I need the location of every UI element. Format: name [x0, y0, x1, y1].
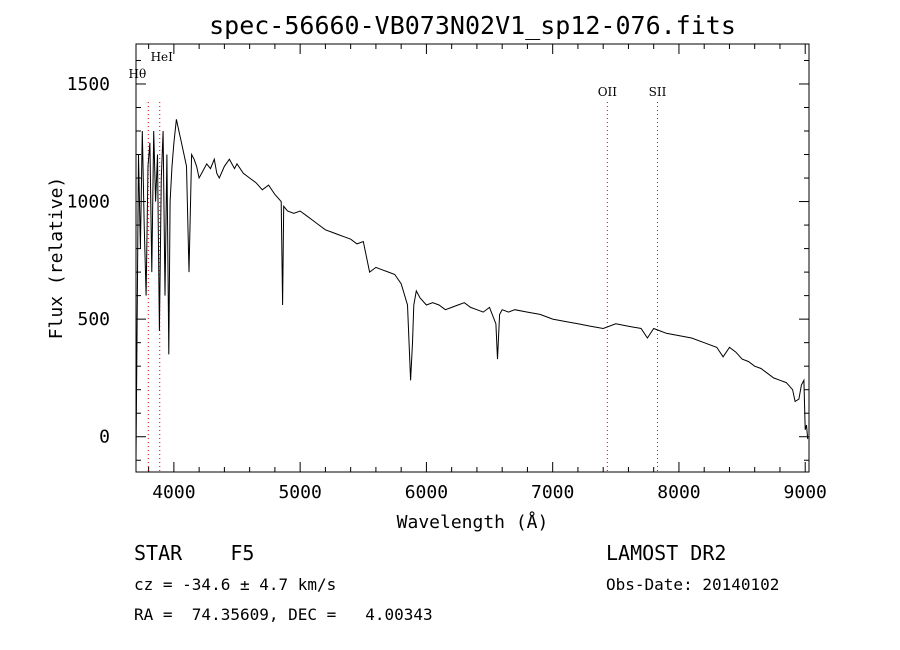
line-marker-label: SII — [649, 85, 667, 99]
x-axis-label: Wavelength (Å) — [397, 511, 549, 533]
y-axis-label: Flux (relative) — [46, 177, 67, 340]
x-tick-label: 8000 — [657, 482, 700, 503]
y-tick-label: 1000 — [67, 192, 110, 213]
chart-title: spec-56660-VB073N02V1_sp12-076.fits — [209, 11, 736, 40]
x-tick-label: 6000 — [405, 482, 448, 503]
x-tick-label: 5000 — [278, 482, 321, 503]
plot-frame — [135, 43, 810, 473]
obs-date-label: Obs-Date: 20140102 — [606, 575, 780, 594]
survey-label: LAMOST DR2 — [606, 541, 727, 565]
y-tick-label: 500 — [77, 309, 110, 330]
cz-label: cz = -34.6 ± 4.7 km/s — [134, 575, 337, 594]
line-marker-label: HeI — [151, 50, 174, 64]
spectrum-series-line — [135, 119, 809, 461]
x-tick-label: 4000 — [152, 482, 195, 503]
coord-label: RA = 74.35609, DEC = 4.00343 — [134, 605, 433, 624]
line-marker-label: OII — [598, 85, 618, 99]
y-tick-label: 0 — [99, 427, 110, 448]
line-marker-label: Hθ — [129, 67, 147, 81]
x-tick-label: 9000 — [784, 482, 827, 503]
x-tick-label: 7000 — [531, 482, 574, 503]
class-label: STAR F5 — [134, 541, 255, 565]
y-tick-label: 1500 — [67, 74, 110, 95]
